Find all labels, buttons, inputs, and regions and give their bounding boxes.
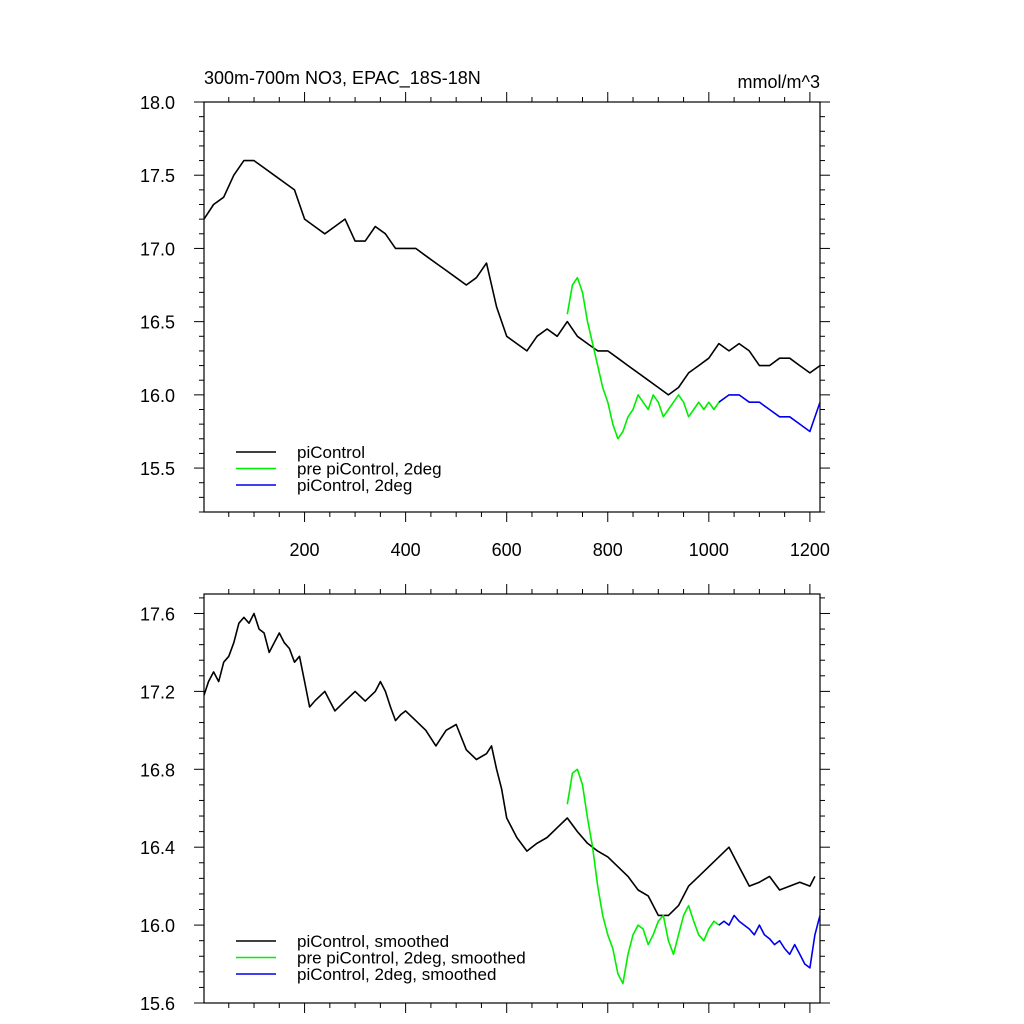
y-tick-label: 16.5 <box>140 313 175 333</box>
units-label: mmol/m^3 <box>738 72 820 92</box>
y-tick-label: 15.5 <box>140 459 175 479</box>
series-line-2 <box>718 394 820 433</box>
legend-label-2: piControl, 2deg <box>297 476 412 495</box>
x-tick-label: 1200 <box>790 540 830 560</box>
series-line-1 <box>566 768 720 985</box>
legend-label-1: pre piControl, 2deg <box>297 460 442 479</box>
x-tick-label: 800 <box>593 540 623 560</box>
top-panel: 300m-700m NO3, EPAC_18S-18N mmol/m^3 200… <box>140 68 830 560</box>
series-line-1 <box>566 276 720 440</box>
series-line-0 <box>204 612 816 917</box>
series-line-2 <box>718 914 820 969</box>
y-tick-label: 16.0 <box>140 916 175 936</box>
y-tick-label: 18.0 <box>140 93 175 113</box>
x-tick-label: 400 <box>391 540 421 560</box>
chart-title: 300m-700m NO3, EPAC_18S-18N <box>204 68 481 89</box>
x-tick-label: 200 <box>290 540 320 560</box>
y-tick-label: 17.2 <box>140 682 175 702</box>
y-tick-label: 17.0 <box>140 239 175 259</box>
y-tick-label: 16.0 <box>140 386 175 406</box>
y-tick-label: 15.6 <box>140 994 175 1014</box>
legend-label-0: piControl, smoothed <box>297 932 449 951</box>
series-line-0 <box>204 159 820 396</box>
legend-label-1: pre piControl, 2deg, smoothed <box>297 949 526 968</box>
x-tick-label: 1000 <box>689 540 729 560</box>
x-tick-label: 600 <box>492 540 522 560</box>
plot-frame <box>203 593 821 1004</box>
bottom-panel: 15.6 16.0 16.4 16.8 17.2 17.6 piControl, smoot… <box>140 584 830 1014</box>
legend-label-0: piControl <box>297 443 365 462</box>
y-tick-label: 17.5 <box>140 166 175 186</box>
y-tick-label: 16.4 <box>140 838 175 858</box>
y-tick-label: 16.8 <box>140 760 175 780</box>
legend-label-2: piControl, 2deg, smoothed <box>297 965 496 984</box>
y-tick-label: 17.6 <box>140 604 175 624</box>
